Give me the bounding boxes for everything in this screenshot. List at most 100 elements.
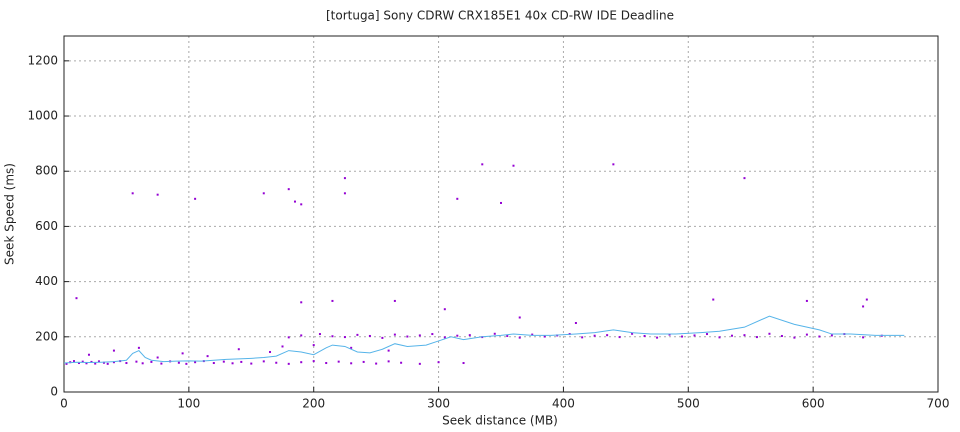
point	[350, 362, 353, 365]
point	[387, 360, 390, 363]
point	[81, 360, 84, 363]
point	[531, 333, 534, 336]
y-tick-label: 1200	[27, 53, 58, 67]
point	[287, 188, 290, 191]
point	[131, 192, 134, 195]
point	[75, 297, 78, 300]
point	[343, 336, 346, 339]
y-tick-label: 400	[35, 274, 58, 288]
point	[865, 298, 868, 301]
point	[343, 177, 346, 180]
line	[63, 315, 905, 364]
point	[443, 336, 446, 339]
point	[393, 299, 396, 302]
plot-frame	[63, 35, 939, 393]
point	[681, 335, 684, 338]
x-tick-label: 600	[802, 397, 825, 411]
point	[387, 349, 390, 352]
point	[518, 336, 521, 339]
point	[312, 344, 315, 347]
point	[805, 333, 808, 336]
point	[65, 362, 68, 365]
chart-title: [tortuga] Sony CDRW CRX185E1 40x CD-RW I…	[326, 9, 674, 23]
point	[381, 336, 384, 339]
point	[643, 334, 646, 337]
y-tick-label: 0	[50, 385, 58, 399]
point	[300, 301, 303, 304]
point	[237, 348, 240, 351]
point	[755, 336, 758, 339]
point	[456, 334, 459, 337]
point	[72, 360, 75, 363]
point	[356, 333, 359, 336]
point	[805, 299, 808, 302]
point	[300, 203, 303, 206]
point	[312, 360, 315, 363]
point	[481, 163, 484, 166]
point	[160, 362, 163, 365]
point	[574, 322, 577, 325]
point	[262, 360, 265, 363]
point	[293, 200, 296, 203]
point	[743, 177, 746, 180]
point	[830, 334, 833, 337]
point	[137, 346, 140, 349]
point	[375, 362, 378, 365]
point	[135, 360, 138, 363]
point	[456, 197, 459, 200]
point	[618, 336, 621, 339]
point	[287, 362, 290, 365]
y-tick-label: 1000	[27, 109, 58, 123]
point	[275, 361, 278, 364]
point	[818, 335, 821, 338]
point	[631, 332, 634, 335]
point	[87, 353, 90, 356]
point	[493, 332, 496, 335]
point	[222, 360, 225, 363]
x-tick-label: 700	[927, 397, 950, 411]
point	[240, 360, 243, 363]
point	[368, 334, 371, 337]
point	[418, 334, 421, 337]
x-tick-label: 200	[302, 397, 325, 411]
point	[593, 334, 596, 337]
point	[730, 334, 733, 337]
point	[300, 334, 303, 337]
point	[97, 360, 100, 363]
point	[112, 349, 115, 352]
point	[206, 355, 209, 358]
point	[177, 361, 180, 364]
point	[300, 361, 303, 364]
y-tick-label: 600	[35, 219, 58, 233]
point	[318, 333, 321, 336]
point	[400, 361, 403, 364]
point	[287, 336, 290, 339]
point	[862, 305, 865, 308]
point	[431, 333, 434, 336]
point	[106, 362, 109, 365]
point	[500, 201, 502, 204]
point	[331, 299, 334, 302]
point	[712, 298, 715, 301]
point	[77, 362, 80, 365]
point	[156, 356, 159, 359]
point	[606, 334, 609, 337]
point	[743, 334, 746, 337]
y-tick-label: 800	[35, 164, 58, 178]
point	[468, 334, 471, 337]
point	[362, 360, 365, 363]
point	[194, 361, 197, 364]
point	[612, 163, 615, 166]
point	[262, 192, 265, 195]
point	[668, 333, 671, 336]
point	[350, 346, 353, 349]
point	[112, 361, 115, 364]
point	[125, 362, 128, 365]
point	[331, 335, 334, 338]
point	[281, 345, 284, 348]
point	[656, 336, 659, 339]
y-axis-label: Seek Speed (ms)	[3, 163, 17, 265]
point	[706, 333, 709, 336]
x-tick-label: 400	[552, 397, 575, 411]
point	[393, 333, 396, 336]
